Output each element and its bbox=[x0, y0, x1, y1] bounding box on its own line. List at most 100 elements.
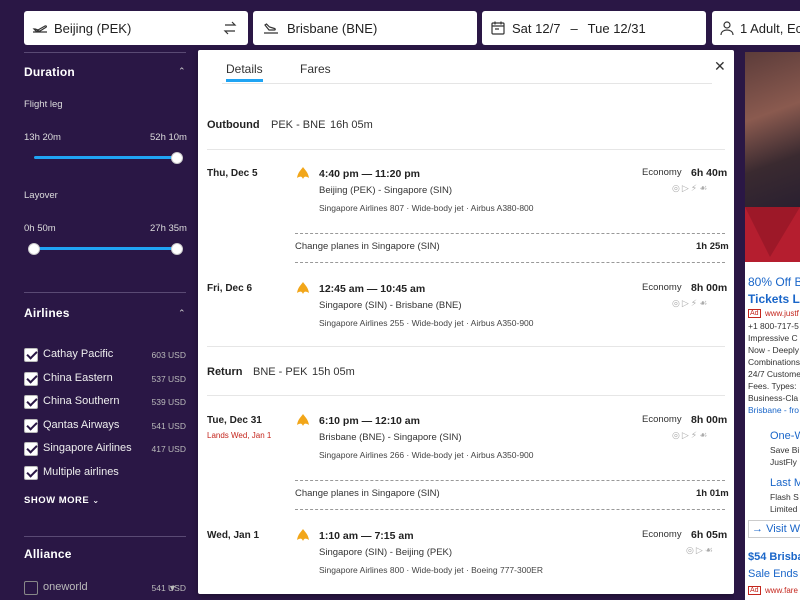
ad-link[interactable]: One-W bbox=[770, 430, 800, 442]
segment-cities: Brisbane (BNE) - Singapore (SIN) bbox=[319, 432, 462, 443]
dates-field[interactable]: Sat 12/7 – Tue 12/31 bbox=[482, 11, 706, 45]
ad-headline[interactable]: Sale Ends bbox=[748, 568, 799, 580]
checkbox-unchecked[interactable] bbox=[24, 581, 38, 595]
ad-url[interactable]: www.justf bbox=[765, 309, 799, 318]
calendar-icon bbox=[490, 20, 506, 36]
filters-sidebar: Duration ⌃ Flight leg 13h 20m 52h 10m La… bbox=[0, 52, 198, 600]
outbound-label: Outbound bbox=[207, 119, 260, 131]
layover-max-handle[interactable] bbox=[171, 243, 183, 255]
ad-brand-image[interactable] bbox=[745, 207, 800, 262]
airline-filter-item[interactable]: Singapore Airlines 417 USD bbox=[24, 442, 186, 458]
layover-divider bbox=[295, 480, 725, 481]
segment-cabin: Economy bbox=[642, 282, 682, 293]
visit-website-button[interactable]: → Visit W bbox=[748, 520, 800, 538]
return-date: Tue 12/31 bbox=[587, 20, 646, 36]
layover-duration: 1h 25m bbox=[696, 241, 729, 252]
segment-times: 1:10 am — 7:15 am bbox=[319, 530, 414, 542]
segment-cities: Singapore (SIN) - Beijing (PEK) bbox=[319, 547, 453, 558]
airline-filter-item[interactable]: Qantas Airways 541 USD bbox=[24, 419, 186, 435]
segment-info: Singapore Airlines 800 · Wide-body jet ·… bbox=[319, 565, 543, 575]
ad-headline[interactable]: $54 Brisba bbox=[748, 551, 800, 563]
airline-filter-item[interactable]: Cathay Pacific 603 USD bbox=[24, 348, 186, 364]
travelers-value: 1 Adult, Eco bbox=[740, 20, 800, 36]
origin-field[interactable]: Beijing (PEK) bbox=[24, 11, 248, 45]
checkbox-checked[interactable] bbox=[24, 419, 38, 433]
swap-icon[interactable] bbox=[222, 20, 238, 36]
segment-cities: Singapore (SIN) - Brisbane (BNE) bbox=[319, 300, 462, 311]
segment-duration: 6h 40m bbox=[691, 167, 728, 179]
chevron-up-icon[interactable]: ⌃ bbox=[178, 66, 186, 76]
ad-body: Flash S bbox=[770, 492, 799, 502]
checkbox-checked[interactable] bbox=[24, 372, 38, 386]
triangle-logo-icon bbox=[745, 207, 800, 257]
layover-divider bbox=[295, 262, 725, 263]
ad-body: Now - Deeply bbox=[748, 345, 800, 355]
segment-date: Fri, Dec 6 bbox=[207, 283, 253, 294]
ad-body: Save Bi bbox=[770, 445, 800, 455]
ad-body[interactable]: Brisbane - fro bbox=[748, 405, 800, 415]
close-icon[interactable]: ✕ bbox=[714, 58, 726, 74]
tab-fares[interactable]: Fares bbox=[300, 62, 331, 76]
ad-body: +1 800-717-5 bbox=[748, 321, 799, 331]
layover-divider bbox=[295, 509, 725, 510]
airline-filter-item[interactable]: Multiple airlines bbox=[24, 466, 186, 482]
segment-info: Singapore Airlines 255 · Wide-body jet ·… bbox=[319, 318, 534, 328]
depart-date: Sat 12/7 bbox=[512, 20, 561, 36]
ad-headline[interactable]: Tickets Le bbox=[748, 292, 800, 306]
airline-filter-item[interactable]: China Southern 539 USD bbox=[24, 395, 186, 411]
duration-heading[interactable]: Duration bbox=[24, 65, 75, 79]
airline-price: 603 USD bbox=[151, 350, 187, 360]
ad-image[interactable] bbox=[745, 52, 800, 207]
plane-landing-icon bbox=[263, 20, 279, 36]
flight-leg-slider-track[interactable] bbox=[34, 156, 177, 159]
show-more-link[interactable]: SHOW MORE ⌄ bbox=[24, 495, 100, 506]
alliance-filter-item[interactable]: oneworld ▼ 541 USD bbox=[24, 581, 186, 597]
checkbox-checked[interactable] bbox=[24, 442, 38, 456]
alliance-name: oneworld bbox=[43, 581, 88, 593]
divider bbox=[207, 395, 725, 396]
amenities-icons: ◎▷⚡☙ bbox=[672, 298, 710, 308]
airline-name: China Eastern bbox=[43, 372, 113, 384]
segment-date: Tue, Dec 31 bbox=[207, 415, 262, 426]
layover-divider bbox=[295, 233, 725, 234]
return-label: Return bbox=[207, 366, 243, 378]
layover-duration: 1h 01m bbox=[696, 488, 729, 499]
travelers-field[interactable]: 1 Adult, Eco bbox=[712, 11, 800, 45]
ad-text-block[interactable]: 80% Off B Tickets Le Ad www.justf +1 800… bbox=[745, 262, 800, 600]
search-bar: Beijing (PEK) Brisbane (BNE) Sat 12/7 – … bbox=[0, 0, 800, 52]
details-tabs: Details Fares bbox=[222, 58, 712, 84]
airline-filter-item[interactable]: China Eastern 537 USD bbox=[24, 372, 186, 388]
layover-text: Change planes in Singapore (SIN) bbox=[295, 241, 440, 252]
layover-min-handle[interactable] bbox=[28, 243, 40, 255]
destination-field[interactable]: Brisbane (BNE) bbox=[253, 11, 477, 45]
ad-headline[interactable]: 80% Off B bbox=[748, 275, 800, 289]
layover-slider-track[interactable] bbox=[34, 247, 177, 250]
date-separator: – bbox=[570, 20, 578, 36]
lands-next-day-note: Lands Wed, Jan 1 bbox=[207, 431, 272, 440]
filter-icon: ▼ bbox=[168, 583, 177, 593]
segment-duration: 8h 00m bbox=[691, 414, 728, 426]
ad-body: JustFly bbox=[770, 457, 797, 467]
flight-leg-max-handle[interactable] bbox=[171, 152, 183, 164]
ad-url[interactable]: www.fare bbox=[765, 586, 798, 595]
airlines-heading[interactable]: Airlines bbox=[24, 306, 70, 320]
layover-text: Change planes in Singapore (SIN) bbox=[295, 488, 440, 499]
segment-times: 12:45 am — 10:45 am bbox=[319, 283, 426, 295]
segment-duration: 8h 00m bbox=[691, 282, 728, 294]
airline-price: 541 USD bbox=[151, 421, 187, 431]
return-duration: 15h 05m bbox=[312, 366, 355, 378]
airline-name: Cathay Pacific bbox=[43, 348, 114, 360]
ad-link[interactable]: Last M bbox=[770, 477, 800, 489]
chevron-up-icon[interactable]: ⌃ bbox=[178, 308, 186, 318]
outbound-duration: 16h 05m bbox=[330, 119, 373, 131]
airline-name: Singapore Airlines bbox=[43, 442, 132, 454]
alliance-heading[interactable]: Alliance bbox=[24, 547, 72, 561]
checkbox-checked[interactable] bbox=[24, 466, 38, 480]
segment-times: 4:40 pm — 11:20 pm bbox=[319, 168, 420, 180]
tab-details[interactable]: Details bbox=[226, 62, 263, 82]
checkbox-checked[interactable] bbox=[24, 348, 38, 362]
airline-name: Multiple airlines bbox=[43, 466, 119, 478]
airline-name: China Southern bbox=[43, 395, 120, 407]
checkbox-checked[interactable] bbox=[24, 395, 38, 409]
airline-price: 417 USD bbox=[151, 444, 187, 454]
